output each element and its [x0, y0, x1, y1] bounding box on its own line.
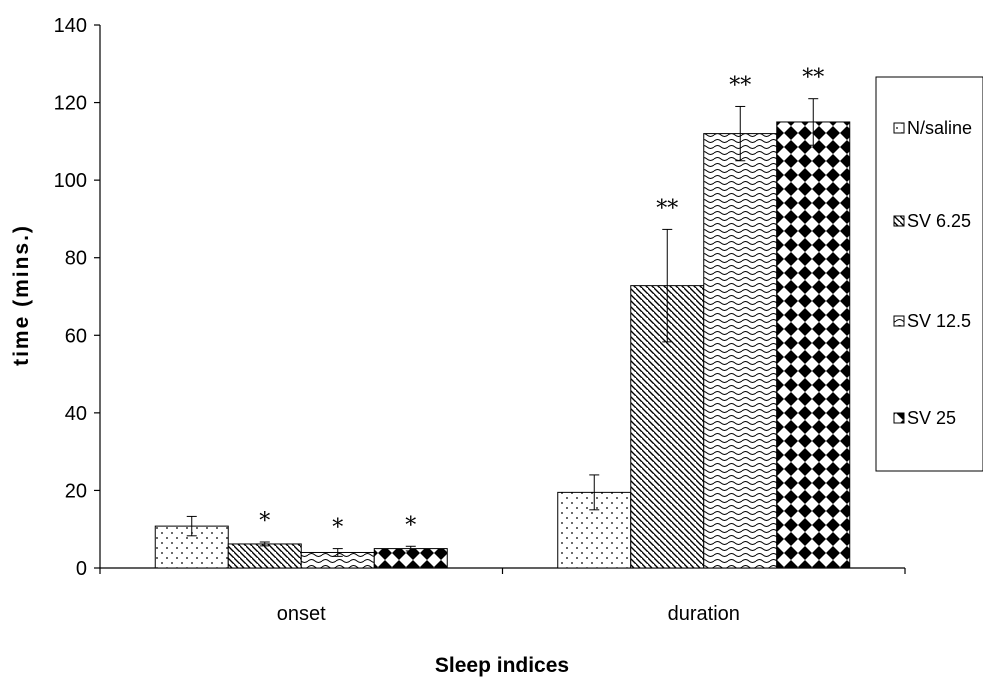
significance-marker: *: [259, 509, 270, 534]
legend-swatch: [893, 315, 905, 327]
significance-marker: *: [332, 516, 343, 541]
y-tick-label: 80: [65, 248, 87, 270]
bar: [227, 543, 302, 569]
significance-marker: **: [656, 196, 678, 221]
y-tick-label: 140: [54, 15, 87, 37]
bar: [776, 121, 851, 569]
bar: [703, 133, 778, 569]
y-axis-title: time (mins.): [10, 224, 33, 366]
legend-box: [875, 76, 983, 472]
legend: N/saline SV 6.25 SV 12.5 SV 25: [875, 76, 983, 472]
significance-marker: **: [802, 66, 824, 91]
legend-label: SV 12.5: [907, 311, 971, 331]
significance-marker: **: [729, 73, 751, 98]
legend-label: SV 6.25: [907, 211, 971, 231]
legend-label: N/saline: [907, 118, 972, 138]
tick-labels: 0 20 40 60 80 100 120 140 onset duration: [54, 15, 740, 625]
x-axis-title: Sleep indices: [435, 654, 569, 677]
y-tick-label: 100: [54, 170, 87, 192]
bar: [630, 285, 705, 569]
significance-annotations: * * ***** **: [259, 66, 824, 541]
x-tick-label: duration: [668, 603, 740, 625]
y-tick-label: 20: [65, 480, 87, 502]
legend-swatch: [893, 122, 905, 134]
x-tick-label: onset: [277, 603, 326, 625]
error-bars: [186, 98, 819, 557]
y-tick-label: 0: [76, 558, 87, 580]
y-tick-label: 40: [65, 403, 87, 425]
y-tick-label: 120: [54, 93, 87, 115]
y-tick-label: 60: [65, 325, 87, 347]
legend-swatch: [893, 215, 905, 227]
legend-label: SV 25: [907, 408, 956, 428]
legend-swatch: [893, 412, 905, 424]
significance-marker: *: [405, 513, 416, 538]
bar: [373, 548, 448, 569]
bars: [154, 121, 851, 569]
